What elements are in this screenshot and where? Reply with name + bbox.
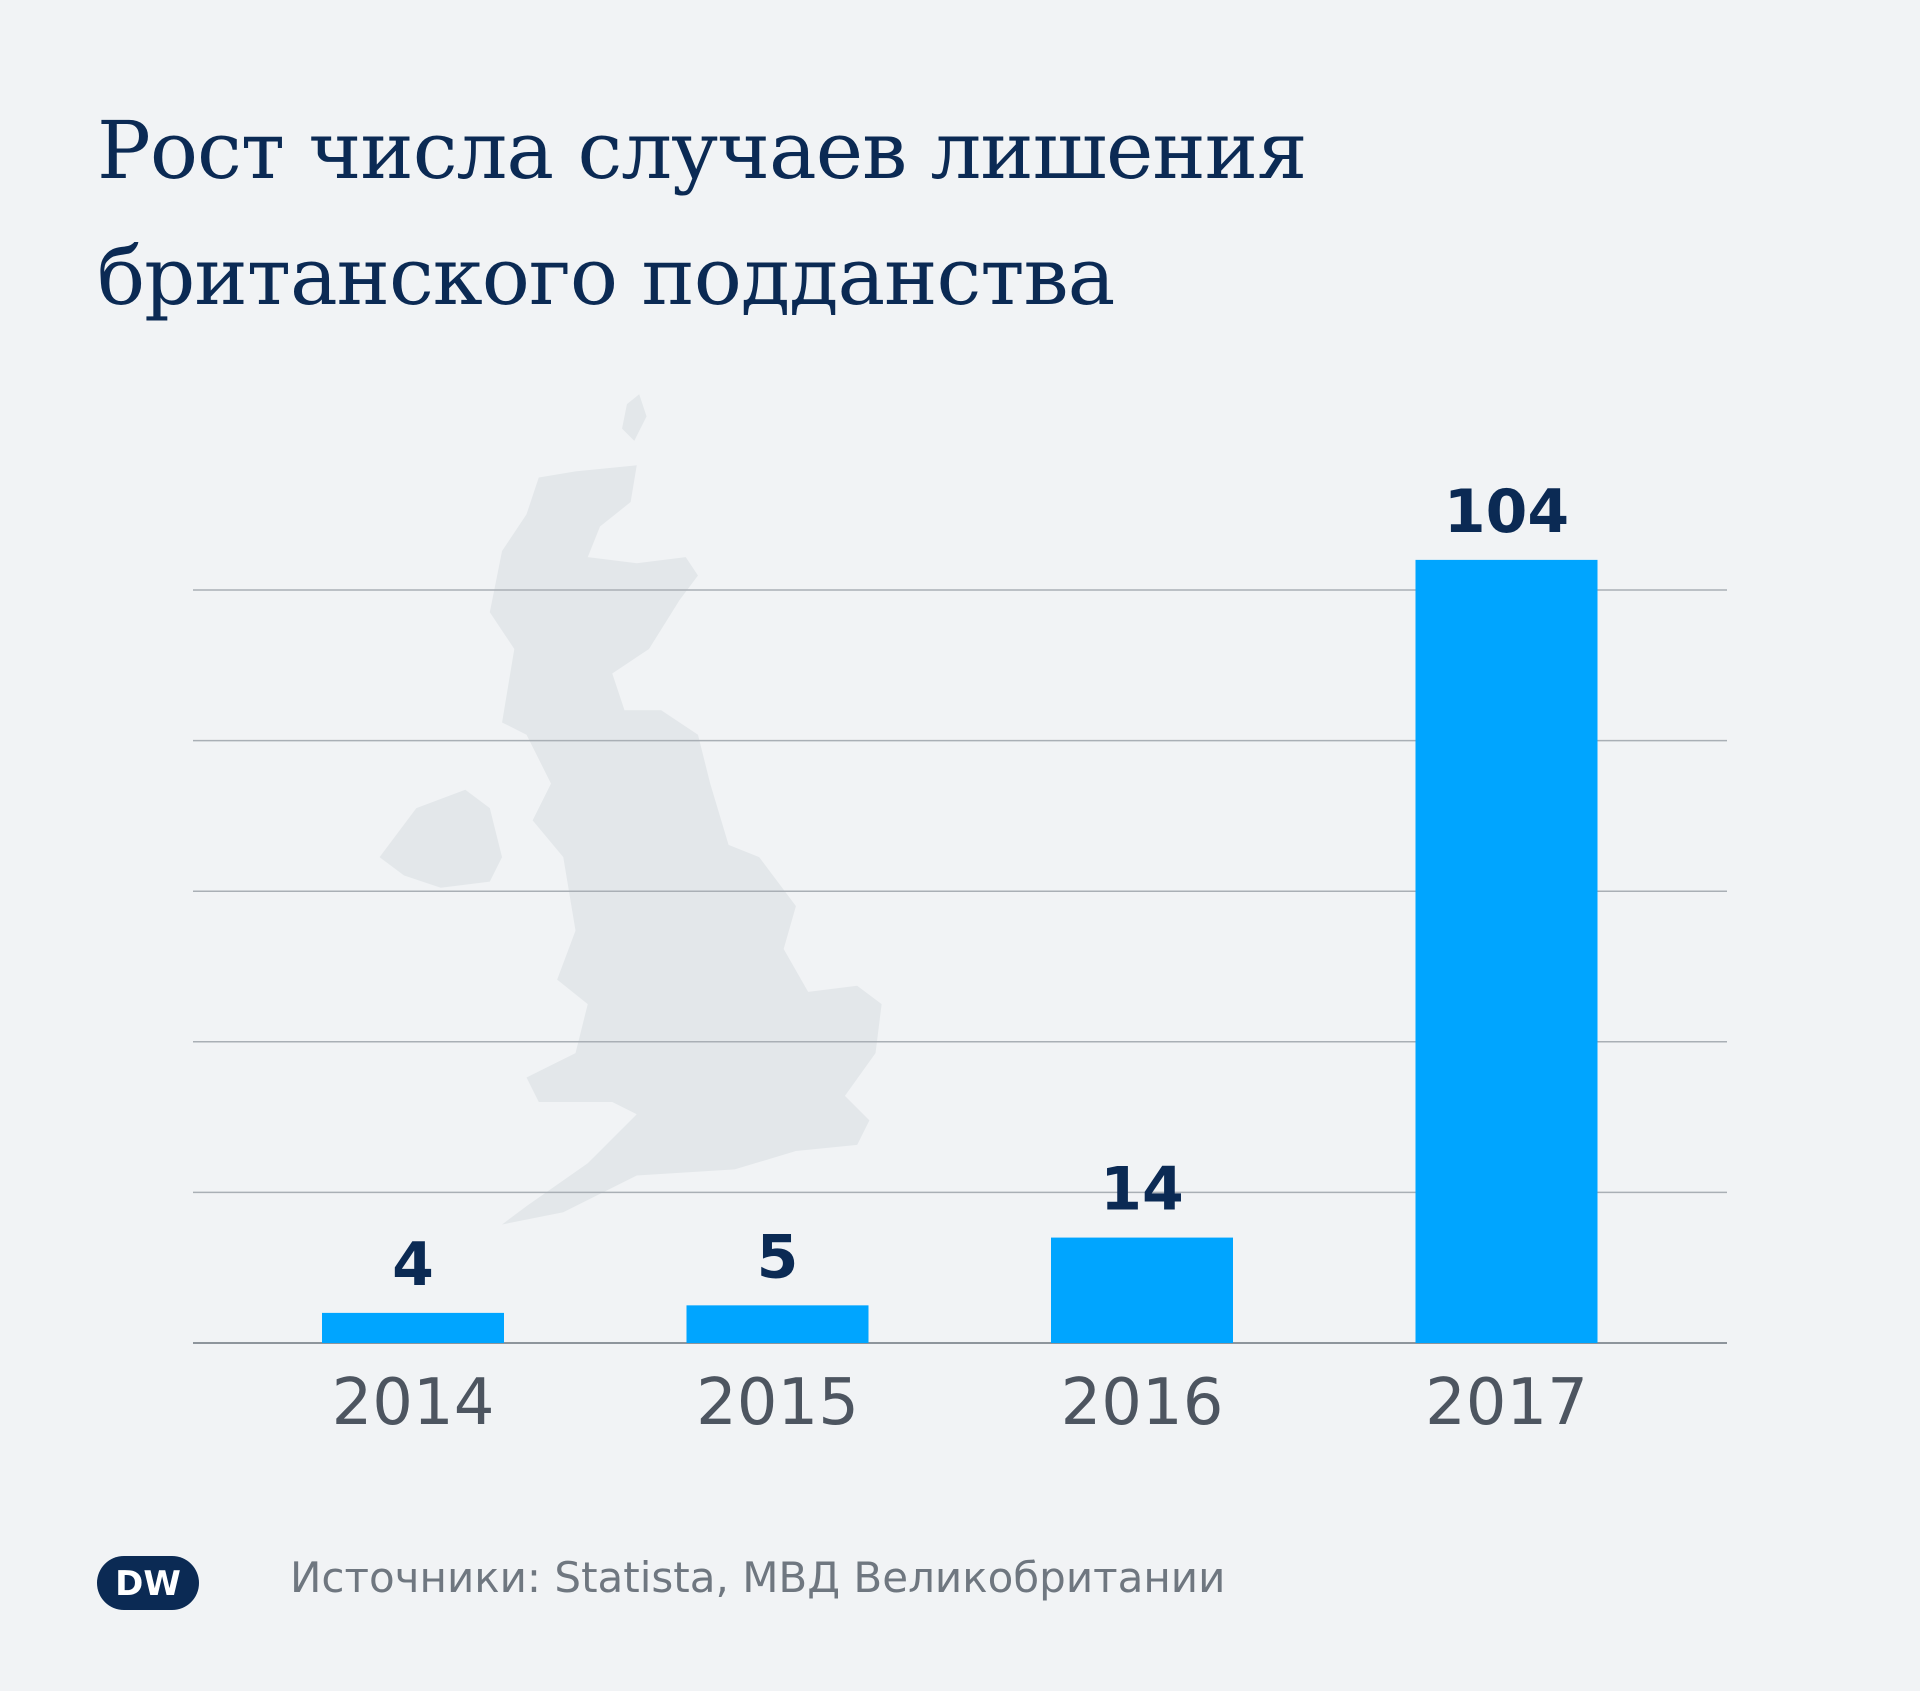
dw-logo: DW bbox=[96, 1555, 200, 1615]
great-britain-shape bbox=[489, 465, 882, 1225]
value-label: 14 bbox=[1100, 1155, 1184, 1225]
shetland-shape bbox=[622, 394, 647, 441]
uk-map-background bbox=[379, 394, 882, 1225]
svg-text:DW: DW bbox=[115, 1564, 181, 1604]
bar-2014 bbox=[322, 1312, 504, 1343]
x-tick-label: 2017 bbox=[1425, 1366, 1588, 1440]
title-line-2: британского подданства bbox=[97, 230, 1115, 323]
bar-2015 bbox=[686, 1305, 869, 1343]
value-label: 4 bbox=[392, 1230, 434, 1300]
title-line-1: Рост числа случаев лишения bbox=[97, 104, 1308, 197]
northern-ireland-shape bbox=[379, 789, 503, 888]
value-label: 104 bbox=[1444, 477, 1569, 547]
x-tick-label: 2015 bbox=[696, 1366, 859, 1440]
value-label: 5 bbox=[757, 1222, 799, 1292]
source-note: Источники: Statista, МВД Великобритании bbox=[290, 1553, 1226, 1602]
chart-title: Рост числа случаев лишения британского п… bbox=[97, 88, 1797, 340]
x-tick-label: 2014 bbox=[332, 1366, 495, 1440]
bar-2016 bbox=[1051, 1237, 1233, 1343]
bar-2017 bbox=[1415, 559, 1598, 1343]
x-tick-label: 2016 bbox=[1061, 1366, 1224, 1440]
